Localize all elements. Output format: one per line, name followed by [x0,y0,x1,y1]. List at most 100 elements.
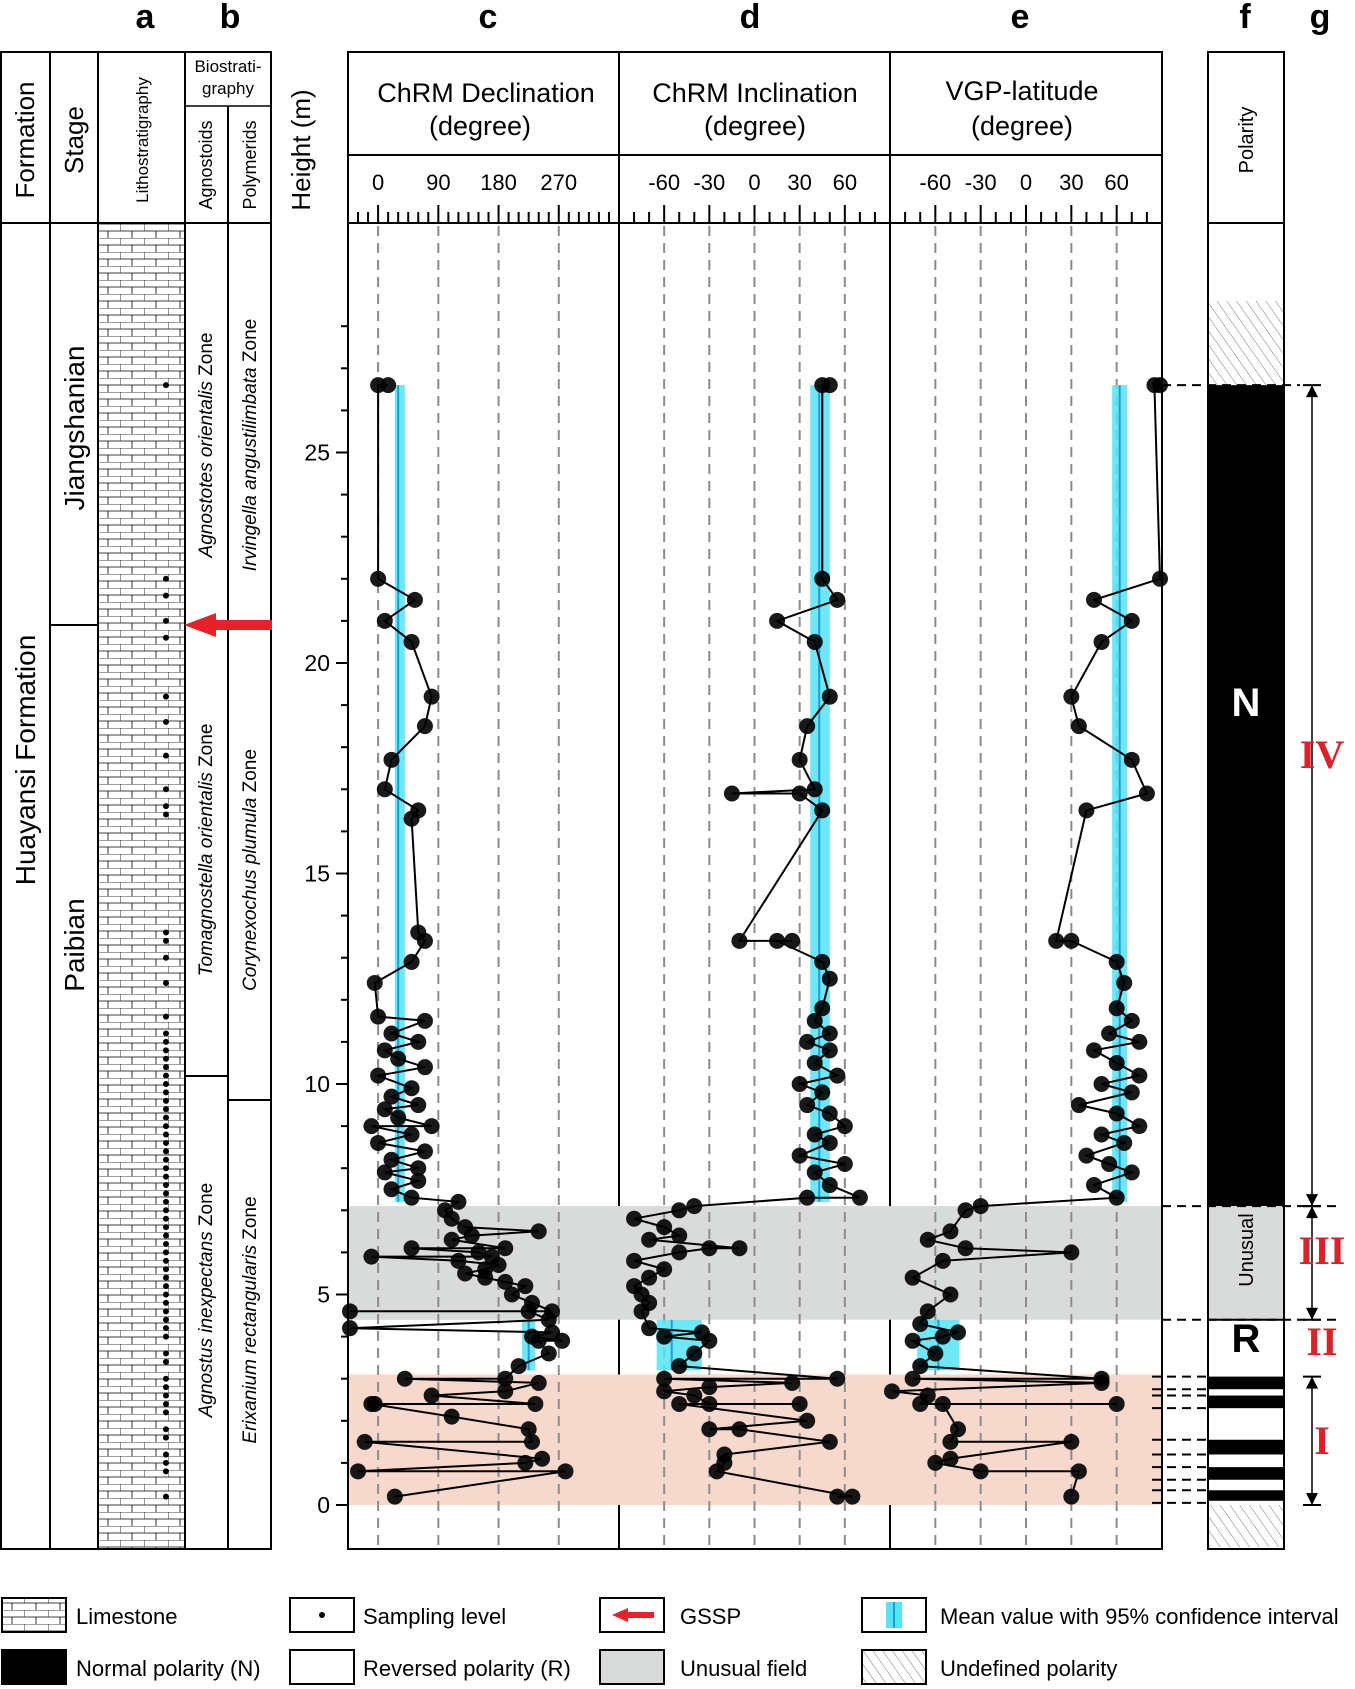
header-biostratigraphy: Biostrati-graphy [194,57,261,98]
data-point [540,1345,557,1362]
data-point [784,932,801,949]
data-point [912,1315,929,1332]
sampling-dot [163,1064,169,1071]
data-point [919,1303,936,1320]
x-tick-label: 30 [1059,170,1083,195]
data-point [363,1248,380,1265]
bracket-iv-arrow-bottom [1306,1194,1318,1207]
data-point [483,1248,500,1265]
data-point [791,785,808,802]
height-axis-label: Height (m) [286,89,316,210]
sampling-dot [163,575,169,582]
sampling-dot [163,1400,169,1407]
x-tick-label: 60 [1104,170,1128,195]
data-point [972,1198,989,1215]
data-point [383,751,400,768]
zone-tomagnostella: Tomagnostella orientalis Zone [196,724,217,977]
sampling-dot [163,617,169,624]
sampling-dot [163,1308,169,1315]
x-tick-label: 0 [748,170,760,195]
sampling-dot [163,1375,169,1382]
legend: Limestone Sampling level GSSP Mean value… [1,1597,1339,1685]
x-tick-label: 0 [372,170,384,195]
sampling-dot [163,1358,169,1365]
sampling-dot [163,1451,169,1458]
legend-undefined-swatch [861,1649,927,1685]
legend-unusual-swatch [599,1649,665,1685]
sampling-dot [163,1316,169,1323]
data-point [544,1303,561,1320]
grid-lines [377,226,1118,1548]
data-point [1108,953,1125,970]
sampling-dot [163,1249,169,1256]
data-point [457,1265,474,1282]
data-point [383,1181,400,1198]
sampling-dot [163,1072,169,1079]
sampling-dot [163,1156,169,1163]
data-point [671,1244,688,1261]
sampling-dot [163,1426,169,1433]
data-point [380,377,397,394]
data-point [1063,1244,1080,1261]
sampling-dot [163,634,169,641]
data-point [544,1324,561,1341]
sampling-dot [163,1089,169,1096]
data-point [686,1345,703,1362]
data-point [884,1383,900,1400]
data-point [806,1054,823,1071]
zone-corynexochus: Corynexochus plumula Zone [240,749,261,991]
data-point [534,1450,551,1467]
header-formation: Formation [10,81,40,198]
data-point [656,1219,673,1236]
sampling-dot [163,1333,169,1340]
panel-letter-e: e [1011,0,1030,36]
data-point [821,1105,838,1122]
data-point [829,1067,846,1084]
x-tick-label: -30 [693,170,725,195]
legend-sampling-label: Sampling level [363,1604,506,1629]
data-point [904,1332,921,1349]
x-tick-label: 30 [787,170,811,195]
legend-normal-label: Normal polarity (N) [76,1656,261,1681]
height-axis: Height (m) 0 5 10 15 20 25 [286,89,348,1518]
panel-c-title-2: (degree) [429,111,531,141]
sampling-dot [163,1047,169,1054]
data-point [383,1088,400,1105]
stratigraphy-columns: Formation Stage Lithostratigraphy Biostr… [0,51,272,1550]
data-point [814,1000,831,1017]
data-point [356,1433,373,1450]
data-point [1101,1155,1118,1172]
data-point [1108,1105,1125,1122]
data-point [791,1147,808,1164]
data-point [524,1433,541,1450]
data-point [1070,718,1087,735]
data-point [1108,1395,1125,1412]
data-point [641,1320,658,1337]
data-point [376,612,393,629]
data-point [1116,1134,1133,1151]
data-point [1086,1042,1102,1059]
data-point [497,1273,514,1290]
data-point [919,1231,936,1248]
data-point [517,1278,534,1295]
header-stage: Stage [59,106,89,174]
data-point [731,1240,748,1257]
data-point [416,1143,433,1160]
data-point [836,1155,853,1172]
data-point [957,1202,974,1219]
height-tick-label: 25 [304,440,330,466]
data-point [416,718,433,735]
data-point [416,1059,433,1076]
data-point [396,1370,413,1387]
sampling-dot [163,1409,169,1416]
data-point [919,1387,936,1404]
panel-c-title-1: ChRM Declination [377,78,595,108]
data-point [641,1231,658,1248]
panel-letter-b: b [220,0,241,36]
data-point [390,1050,407,1067]
data-point [503,1286,520,1303]
interval-brackets [1152,384,1340,1506]
panel-e-title-1: VGP-latitude [945,76,1098,106]
data-point [799,1412,816,1429]
data-point [701,1421,718,1438]
